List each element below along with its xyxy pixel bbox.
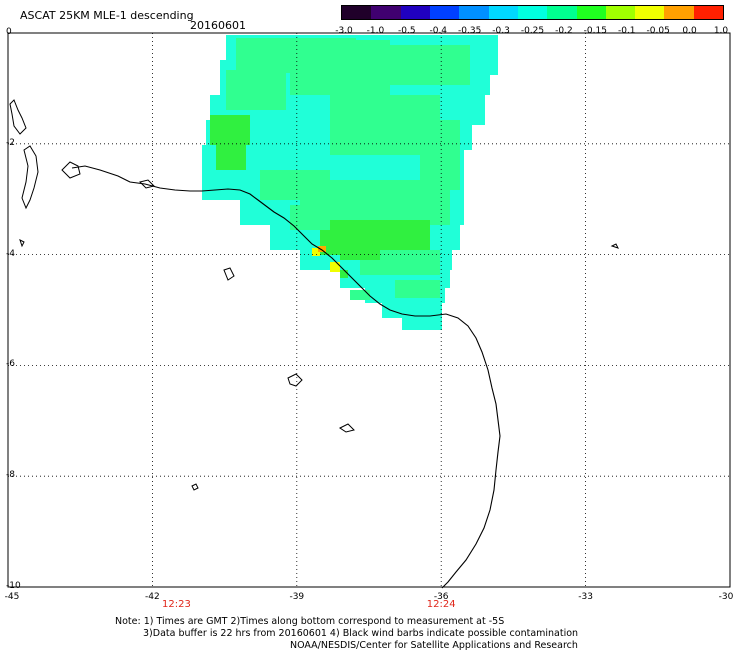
product-date: 20160601 xyxy=(190,19,246,32)
color-scale-swatch xyxy=(576,6,606,19)
color-scale-label: -3.0 xyxy=(335,26,353,36)
swath-block xyxy=(260,170,330,200)
color-scale-swatch xyxy=(342,6,372,19)
plot-frame xyxy=(7,32,731,588)
island-outline xyxy=(610,243,619,249)
island-outline xyxy=(223,267,235,281)
swath-block xyxy=(270,220,460,250)
island-outline xyxy=(61,161,81,179)
longitude-label: -30 xyxy=(718,592,734,602)
note-line-2: 3)Data buffer is 22 hrs from 20160601 4)… xyxy=(143,628,579,639)
swath-block xyxy=(330,95,440,155)
island-outline xyxy=(139,179,155,189)
swath-block xyxy=(210,95,485,125)
lat-lon-grid xyxy=(7,32,731,588)
wind-swath xyxy=(202,35,498,330)
swath-block xyxy=(340,270,348,278)
latitude-label: -10 xyxy=(6,581,21,591)
color-scale-label: -0.4 xyxy=(429,26,448,36)
color-scale-swatch xyxy=(635,6,665,19)
swath-block xyxy=(318,246,326,252)
swath-block xyxy=(216,130,246,170)
color-scale-label: -0.2 xyxy=(555,26,573,36)
latitude-label: -4 xyxy=(6,248,15,259)
color-scale-label: 1.0 xyxy=(713,26,729,36)
longitude-label: -42 xyxy=(145,592,160,602)
swath-block xyxy=(350,290,370,300)
longitude-label: -39 xyxy=(289,592,305,602)
swath-block xyxy=(290,40,390,95)
color-scale-label: -0.1 xyxy=(617,26,636,36)
color-scale-swatch xyxy=(547,6,577,19)
color-scale-label: -0.25 xyxy=(520,26,545,36)
swath-block xyxy=(226,35,498,75)
swath-block xyxy=(202,145,464,200)
color-scale-swatch xyxy=(664,6,694,19)
swath-block xyxy=(240,195,464,225)
latitude-label: 0 xyxy=(6,27,12,37)
color-scale-label: -0.5 xyxy=(398,26,416,36)
color-scale-label: 0.0 xyxy=(682,26,697,36)
island-outline xyxy=(19,239,25,248)
swath-block xyxy=(320,220,430,255)
latitude-label: -8 xyxy=(6,470,15,481)
color-scale-label: -0.3 xyxy=(492,26,510,36)
swath-block xyxy=(380,45,470,85)
swath-block xyxy=(340,240,380,260)
island-outline xyxy=(287,373,303,387)
color-scale-swatch xyxy=(459,6,489,19)
coastline-path xyxy=(71,165,501,589)
island-outline xyxy=(339,423,355,433)
island-outline xyxy=(9,99,27,135)
color-scale-bar xyxy=(341,5,724,20)
note-line-1: Note: 1) Times are GMT 2)Times along bot… xyxy=(115,616,505,627)
longitude-label: -36 xyxy=(433,592,449,602)
swath-block xyxy=(395,280,440,298)
color-scale-swatch xyxy=(693,6,724,19)
swath-block xyxy=(330,262,340,272)
color-scale-label: -0.35 xyxy=(458,26,482,36)
island-outline xyxy=(191,483,199,491)
coastline xyxy=(9,99,619,589)
swath-block xyxy=(290,205,330,230)
note-line-3: NOAA/NESDIS/Center for Satellite Applica… xyxy=(290,640,578,651)
swath-block xyxy=(206,120,472,150)
island-outline xyxy=(21,145,39,210)
color-scale-label: -0.05 xyxy=(646,26,670,36)
latitude-label: -6 xyxy=(6,359,15,370)
latitude-label: -2 xyxy=(6,137,15,148)
swath-block xyxy=(236,38,356,73)
time-label: 12:23 xyxy=(162,599,191,610)
swath-block xyxy=(420,120,460,190)
longitude-label: -45 xyxy=(4,592,20,602)
swath-block xyxy=(402,316,442,330)
swath-block xyxy=(360,250,440,275)
swath-block xyxy=(340,268,450,288)
color-scale-swatch xyxy=(488,6,518,19)
swath-block xyxy=(300,180,450,225)
color-scale-swatch xyxy=(400,6,430,19)
color-scale-label: -1.0 xyxy=(366,26,385,36)
swath-block xyxy=(365,285,445,303)
product-title: ASCAT 25KM MLE-1 descending xyxy=(20,9,194,22)
color-scale-swatch xyxy=(371,6,401,19)
longitude-label: -33 xyxy=(578,592,593,602)
color-scale-label: -0.15 xyxy=(583,26,607,36)
swath-block xyxy=(312,248,320,256)
swath-block xyxy=(226,70,286,110)
footnotes: Note: 1) Times are GMT 2)Times along bot… xyxy=(115,616,578,652)
swath-block xyxy=(210,115,250,145)
swath-block xyxy=(300,250,452,270)
swath-block xyxy=(220,60,490,95)
color-scale-swatch xyxy=(605,6,636,19)
color-scale-swatch xyxy=(517,6,548,19)
time-label: 12:24 xyxy=(426,599,456,610)
color-scale-swatch xyxy=(429,6,460,19)
swath-block xyxy=(382,300,442,318)
